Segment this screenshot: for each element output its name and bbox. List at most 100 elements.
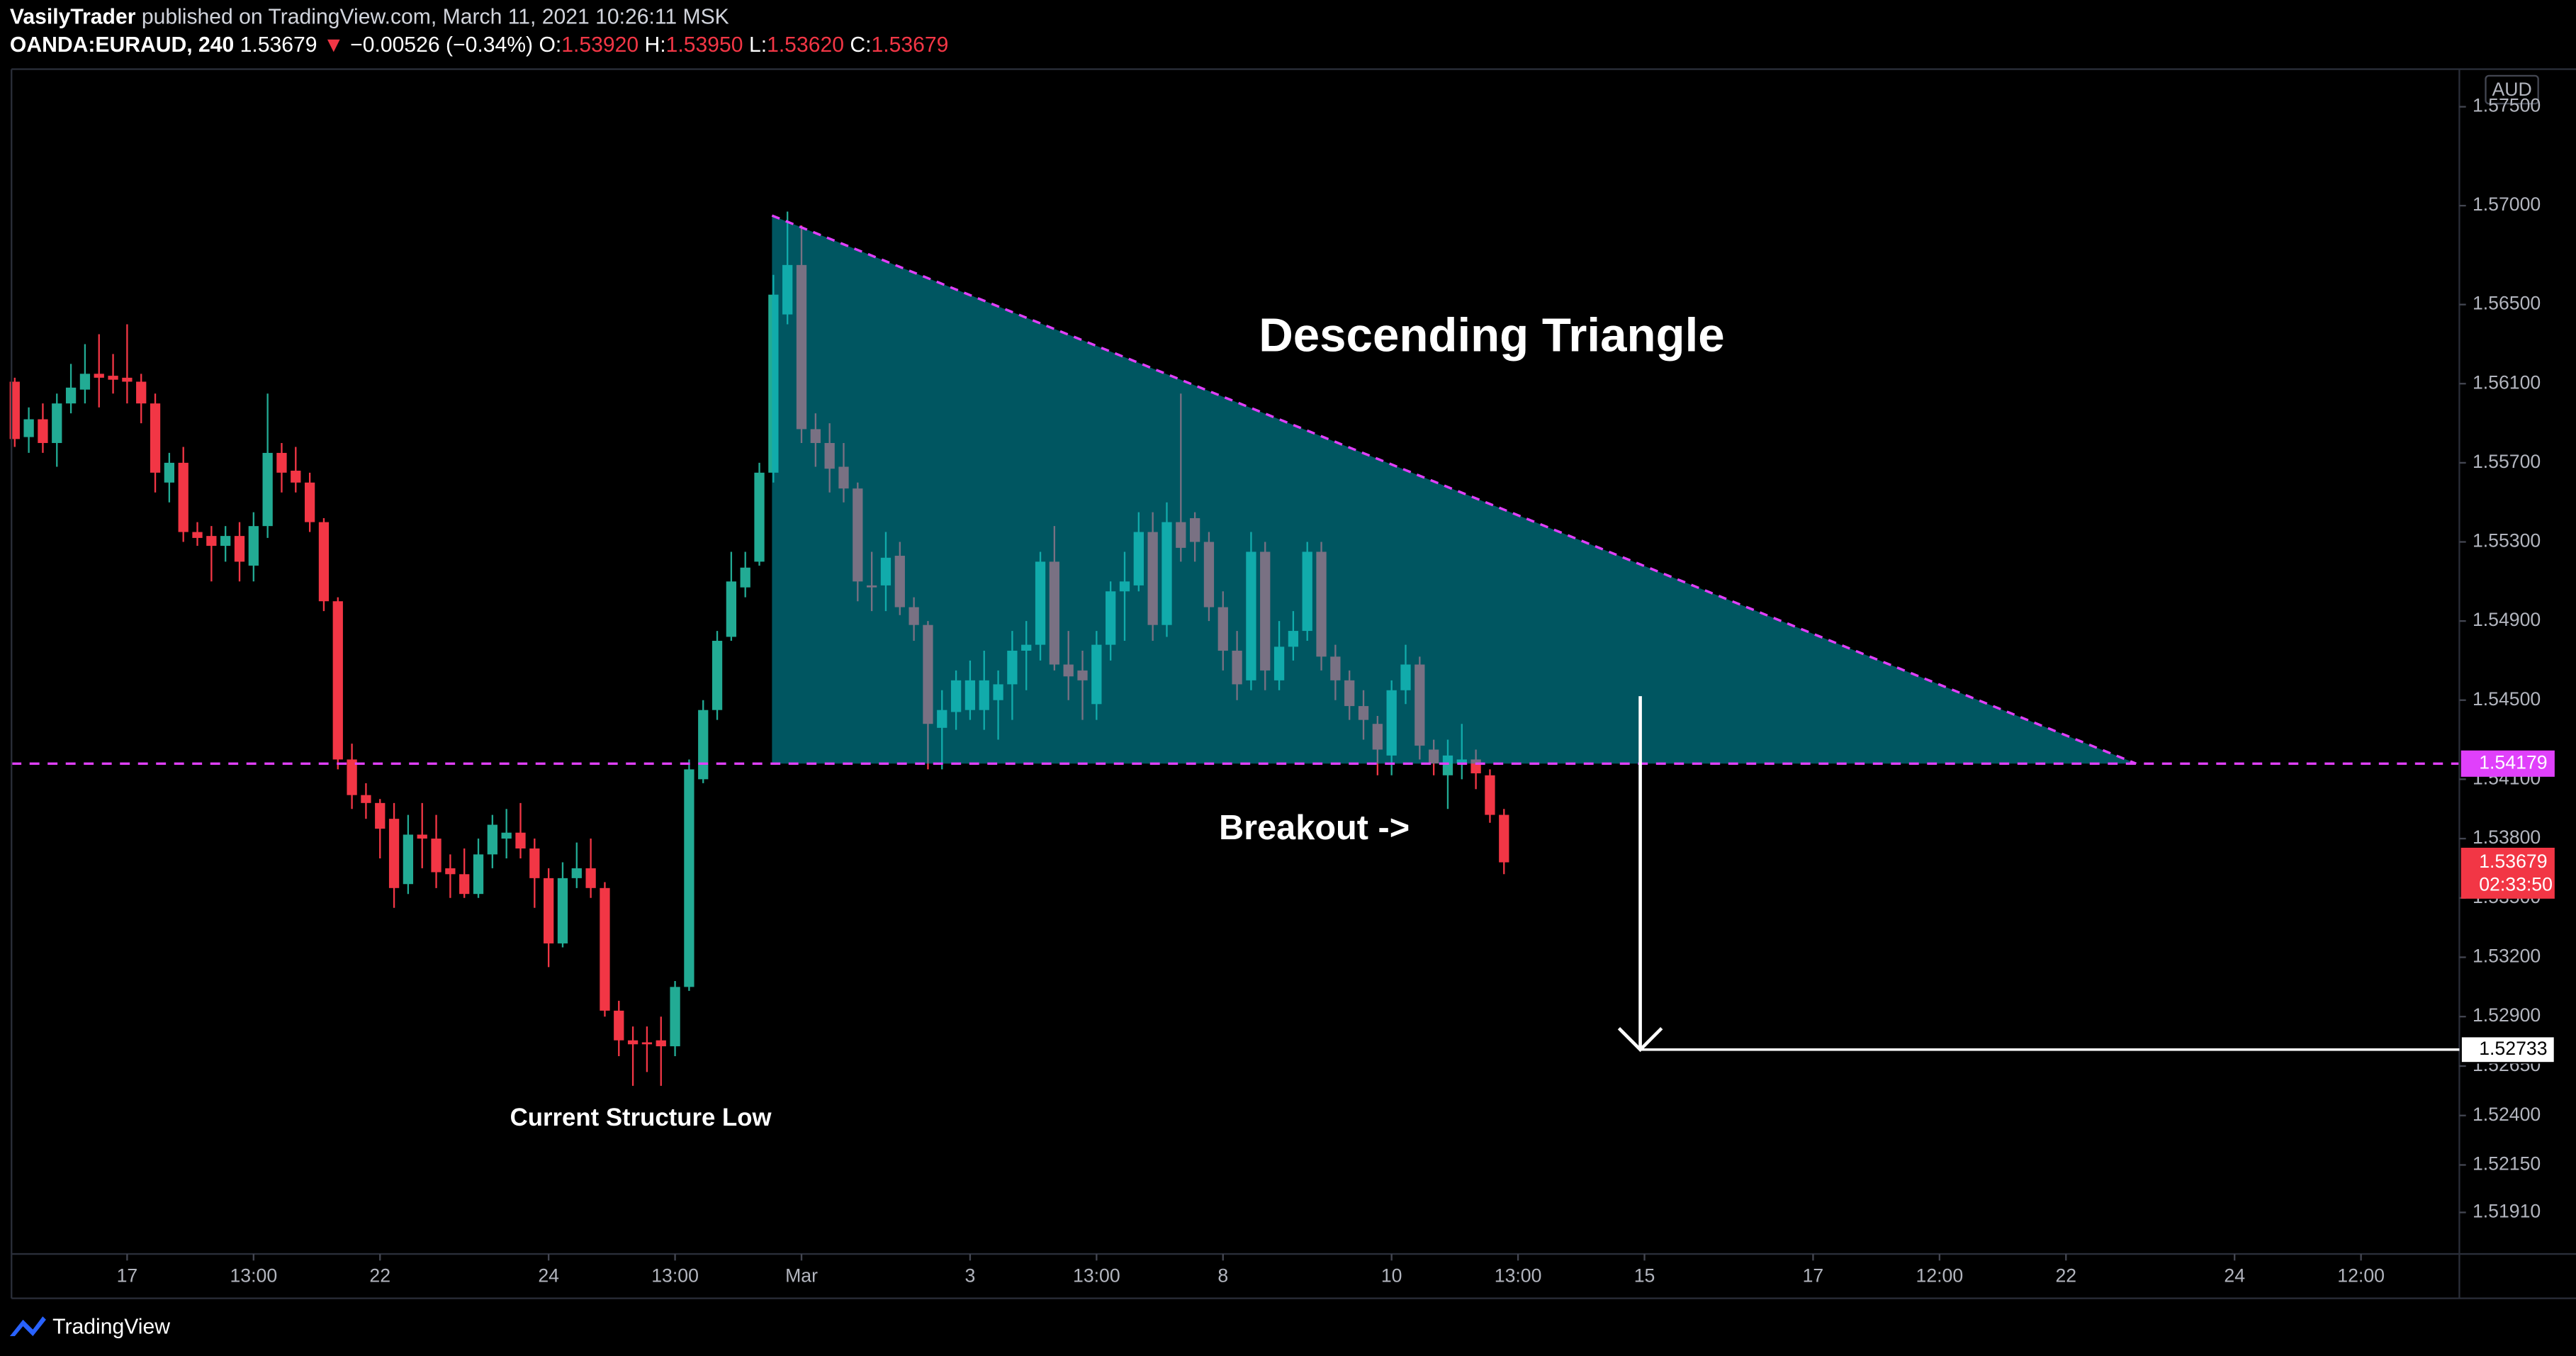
candle-body <box>276 452 287 473</box>
low: 1.53620 <box>767 33 844 57</box>
annotation: Current Structure Low <box>510 1104 772 1131</box>
y-tick-label: 1.53200 <box>2473 946 2541 967</box>
logo <box>9 1316 46 1336</box>
triangle <box>772 215 2137 764</box>
candle-body <box>262 452 273 527</box>
candle-body <box>304 482 315 522</box>
currency: AUD <box>2492 79 2531 100</box>
y-tick-label: 1.51910 <box>2473 1200 2541 1221</box>
y-tick-label: 1.57500 <box>2473 95 2541 116</box>
candle-body <box>614 1010 624 1041</box>
x-tick-label: 12:00 <box>1916 1265 1964 1287</box>
candle-body <box>291 471 301 483</box>
brand: TradingView <box>52 1315 170 1338</box>
currency-box <box>2485 74 2539 105</box>
candle-body <box>445 868 456 875</box>
candle-body <box>94 374 104 378</box>
candle-body <box>136 381 147 404</box>
support-price-box <box>2460 750 2555 777</box>
y-tick-label: 1.53800 <box>2473 827 2541 848</box>
y-tick-label: 1.56100 <box>2473 371 2541 393</box>
candle-body <box>150 403 161 473</box>
publish-line: VasilyTrader published on TradingView.co… <box>10 6 729 29</box>
candle-body <box>656 1040 666 1047</box>
y-tick-label: 1.54500 <box>2473 688 2541 710</box>
candle-body <box>1485 775 1495 815</box>
x-tick-label: 17 <box>117 1265 138 1287</box>
candle-body <box>740 567 750 588</box>
candle-body <box>585 868 596 888</box>
last-price: 1.53679 <box>240 33 317 57</box>
candle-body <box>79 374 91 390</box>
candle-body <box>318 522 330 602</box>
candle-body <box>754 472 765 562</box>
candle-body <box>431 839 441 873</box>
x-tick-label: 24 <box>2224 1265 2245 1287</box>
candle-body <box>515 832 526 849</box>
candle-body <box>403 834 414 885</box>
candle-body <box>571 868 582 878</box>
y-tick-label: 1.52150 <box>2473 1153 2541 1175</box>
high-label: H: <box>645 33 666 57</box>
candle-body <box>375 802 386 829</box>
candle-body <box>108 376 118 380</box>
candle-body <box>600 887 610 1011</box>
y-tick-label: 1.56500 <box>2473 293 2541 314</box>
candle-body <box>557 878 568 943</box>
candle-body <box>234 536 245 562</box>
candle-body <box>417 834 427 839</box>
close: 1.53679 <box>871 33 948 57</box>
x-tick-label: 13:00 <box>1495 1265 1542 1287</box>
candle-body <box>248 526 259 566</box>
x-tick-label: 13:00 <box>1073 1265 1120 1287</box>
candle-body <box>347 759 357 795</box>
y-tick-label: 1.52900 <box>2473 1004 2541 1026</box>
candle-body <box>670 987 680 1047</box>
symbol: OANDA:EURAUD, 240 <box>10 33 234 57</box>
annotation: Descending Triangle <box>1259 309 1724 362</box>
open: 1.53920 <box>561 33 639 57</box>
candle-body <box>698 710 709 780</box>
y-tick-label: 1.55700 <box>2473 451 2541 472</box>
footer-logo <box>9 1316 46 1336</box>
candle-body <box>122 377 133 382</box>
candle-body <box>641 1042 653 1045</box>
candle-body <box>684 769 694 987</box>
candle-body <box>23 419 34 437</box>
candle-body <box>332 601 343 760</box>
change-arrow: ▼ <box>323 33 344 57</box>
target-price: 1.52733 <box>2479 1038 2547 1059</box>
x-tick-label: 12:00 <box>2337 1265 2385 1287</box>
annotation: Breakout -> <box>1219 809 1410 847</box>
y-tick-label: 1.55300 <box>2473 530 2541 551</box>
candle-body <box>712 641 723 710</box>
y-tick-label: 1.52400 <box>2473 1104 2541 1125</box>
low-label: L: <box>749 33 767 57</box>
candle-body <box>726 581 737 637</box>
candle-body <box>388 819 400 888</box>
candle-body <box>220 536 231 547</box>
x-tick-label: Mar <box>785 1265 818 1287</box>
candle-body <box>361 795 371 803</box>
candle-body <box>52 403 62 443</box>
last-price-box <box>2460 847 2555 899</box>
candle-body <box>65 387 77 404</box>
high: 1.53950 <box>666 33 743 57</box>
symbol-line: OANDA:EURAUD, 240 1.53679 ▼ −0.00526 (−0… <box>10 33 948 57</box>
x-tick-label: 24 <box>538 1265 559 1287</box>
x-tick-label: 3 <box>965 1265 976 1287</box>
change: −0.00526 (−0.34%) <box>350 33 533 57</box>
candle-body <box>501 832 512 839</box>
candle-body <box>206 536 217 547</box>
plot-area <box>9 211 2460 1086</box>
x-tick-label: 17 <box>1803 1265 1824 1287</box>
published: published on TradingView.com, March 11, … <box>142 6 729 29</box>
x-tick-label: 15 <box>1634 1265 1655 1287</box>
y-tick-label: 1.54900 <box>2473 609 2541 630</box>
candle-body <box>459 874 470 895</box>
x-tick-label: 8 <box>1217 1265 1228 1287</box>
candle-body <box>473 854 484 895</box>
author: VasilyTrader <box>10 6 136 29</box>
x-tick-label: 10 <box>1381 1265 1402 1287</box>
